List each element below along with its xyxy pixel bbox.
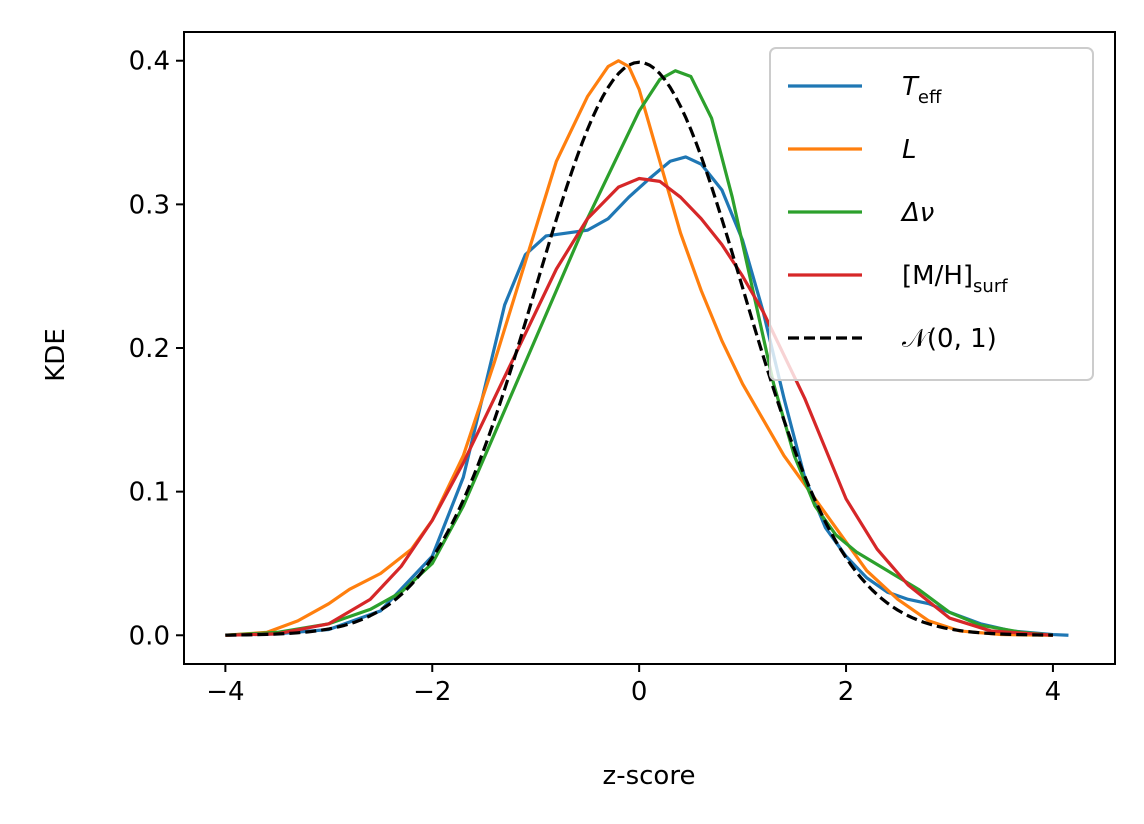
x-tick-label: −4 xyxy=(206,677,244,707)
x-tick-label: −2 xyxy=(413,677,451,707)
legend-label-0: Teff xyxy=(902,72,942,108)
x-axis-title: z-score xyxy=(603,761,696,791)
y-tick-label: 0.0 xyxy=(129,621,170,651)
y-tick-label: 0.4 xyxy=(129,47,170,77)
legend-label-3: [M/H]surf xyxy=(902,261,1008,297)
x-tick-label: 4 xyxy=(1045,677,1062,707)
series-layer xyxy=(225,59,1069,637)
x-ticks: −4 −2 0 2 4 xyxy=(206,664,1061,707)
y-ticks: 0.0 0.1 0.2 0.3 0.4 xyxy=(129,47,184,651)
legend: Teff L Δν [M/H]surf 𝒩(0, 1) xyxy=(769,47,1094,381)
legend-label-1: L xyxy=(902,135,917,165)
x-tick-label: 0 xyxy=(631,677,648,707)
legend-label-4: 𝒩(0, 1) xyxy=(902,324,997,354)
y-axis-title: KDE xyxy=(41,328,71,382)
series-line-4 xyxy=(225,60,1053,637)
y-tick-label: 0.3 xyxy=(129,190,170,220)
series-line-0 xyxy=(225,155,1069,637)
series-line-2 xyxy=(225,69,1054,637)
plot-frame xyxy=(183,31,1116,665)
x-tick-label: 2 xyxy=(838,677,855,707)
y-tick-label: 0.1 xyxy=(129,478,170,508)
legend-box xyxy=(769,47,1094,381)
y-tick-label: 0.2 xyxy=(129,334,170,364)
series-line-1 xyxy=(225,59,1053,637)
series-line-3 xyxy=(225,176,1054,637)
legend-label-2: Δν xyxy=(900,198,934,228)
